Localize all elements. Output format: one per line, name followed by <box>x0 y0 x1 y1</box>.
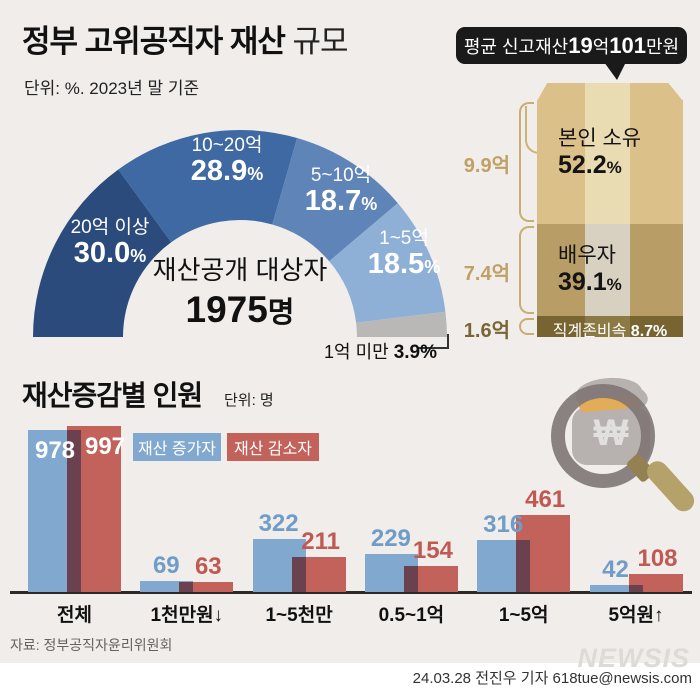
bar-value-decrease-3: 154 <box>412 537 453 565</box>
bar-chart-unit: 단위: 명 <box>224 392 274 409</box>
bag-amount-label-0: 9.9억 <box>463 154 510 177</box>
callout-line-h <box>418 347 449 349</box>
bag-segment-0: 본인 소유 52.2% <box>537 100 683 224</box>
donut-segment-1 <box>118 129 298 243</box>
category-label-3: 0.5~1억 <box>378 605 445 626</box>
donut-segment-label-3: 1~5억 18.5% <box>367 228 441 280</box>
callout-unit1: 억 <box>592 36 610 57</box>
bar-value-increase-4: 316 <box>483 510 524 538</box>
donut-center-label: 재산공개 대상자 <box>152 255 328 285</box>
bar-overlap-5 <box>628 585 643 592</box>
bag-segment-stripe-1 <box>585 223 630 317</box>
bar-overlap-4 <box>516 539 531 592</box>
donut-segment-2 <box>272 138 398 262</box>
bar-overlap-2 <box>291 556 306 592</box>
bar-value-decrease-4: 461 <box>525 486 566 514</box>
bag-segment-text-1: 배우자 39.1% <box>558 244 622 296</box>
page-subtitle: 단위: %. 2023년 말 기준 <box>24 79 200 98</box>
callout-big1: 19 <box>568 32 593 58</box>
bar-value-increase-1: 69 <box>152 551 180 579</box>
bag-segment-text-0: 본인 소유 52.2% <box>558 127 642 179</box>
legend-increase: 재산 증가자 <box>133 433 221 461</box>
bag-segment-text-2: 직계존비속 8.7% <box>552 322 668 337</box>
bar-value-decrease-5: 108 <box>637 545 678 573</box>
donut-segment-4 <box>356 311 447 337</box>
callout-big2: 101 <box>609 32 646 58</box>
bag-bracket-0 <box>519 102 534 222</box>
category-label-0: 전체 <box>57 605 92 626</box>
smallest-segment-callout: 1억 미만 3.9% <box>324 342 438 363</box>
donut-segment-label-2: 5~10억 18.7% <box>304 165 378 217</box>
money-bag-stacked-bar: 본인 소유 52.2% 배우자 39.1% 직계존비속 8.7% <box>537 100 683 337</box>
page-title-light: 규모 <box>292 24 349 59</box>
byline-credit: 24.03.28 전진우 기자 618tue@newsis.com <box>412 670 692 687</box>
bar-value-increase-5: 42 <box>602 556 629 584</box>
bar-chart-title: 재산증감별 인원 <box>22 380 203 411</box>
category-label-4: 1~5억 <box>498 605 549 626</box>
bar-value-decrease-2: 211 <box>301 527 340 555</box>
category-label-5: 5억원↑ <box>608 605 664 626</box>
category-label-1: 1천만원↓ <box>150 605 224 626</box>
asset-size-donut-chart <box>32 129 447 337</box>
category-label-2: 1~5천만 <box>265 605 333 626</box>
donut-center-value: 1975명 <box>185 289 295 330</box>
bar-value-increase-3: 229 <box>370 524 411 552</box>
bar-value-increase-0: 978 <box>34 436 76 464</box>
bag-segment-1: 배우자 39.1% <box>537 223 683 317</box>
money-bag-top <box>537 83 683 101</box>
footer-strip <box>0 663 700 689</box>
donut-segment-0 <box>32 169 172 337</box>
bag-top-stripe <box>585 83 630 101</box>
donut-center-text: 재산공개 대상자 1975명 <box>153 250 328 331</box>
x-axis-line <box>10 591 692 594</box>
bag-amount-label-1: 7.4억 <box>463 263 510 286</box>
bar-value-decrease-0: 997 <box>84 433 126 461</box>
legend-decrease: 재산 감소자 <box>227 433 319 461</box>
page-title: 정부 고위공직자 재산 규모 <box>22 16 349 61</box>
bar-increase-5 <box>589 585 643 592</box>
newsis-logo: NEWSIS <box>577 643 690 673</box>
bar-decrease-1 <box>179 581 234 592</box>
donut-segment-label-1: 10~20억 28.9% <box>190 135 264 187</box>
bag-segment-stripe-0 <box>585 100 630 224</box>
bag-amount-label-2: 1.6억 <box>463 319 510 342</box>
speech-bubble-tail <box>604 62 626 80</box>
bag-segment-2: 직계존비속 8.7% <box>537 316 683 337</box>
average-asset-callout: 평균 신고재산 19 억 101 만원 <box>456 27 687 64</box>
bag-bracket-1 <box>519 225 534 315</box>
donut-segment-label-0: 20억 이상 30.0% <box>70 217 150 269</box>
callout-unit2: 만원 <box>646 36 680 57</box>
bar-overlap-1 <box>179 581 194 592</box>
bar-overlap-3 <box>403 566 418 592</box>
callout-prefix: 평균 신고재산 <box>463 36 569 57</box>
callout-line-v <box>447 334 449 349</box>
bar-value-decrease-1: 63 <box>194 552 222 580</box>
bag-segment-stripe-2 <box>585 316 630 337</box>
bar-value-increase-2: 322 <box>258 509 299 537</box>
bar-increase-1 <box>140 580 194 592</box>
data-source: 자료: 정부공직자윤리위원회 <box>10 637 173 653</box>
bar-overlap-0 <box>67 429 81 592</box>
bag-tie-string <box>525 106 542 154</box>
donut-segment-3 <box>329 203 446 323</box>
bag-bracket-2 <box>519 318 534 335</box>
page-title-bold: 정부 고위공직자 재산 <box>22 24 286 59</box>
